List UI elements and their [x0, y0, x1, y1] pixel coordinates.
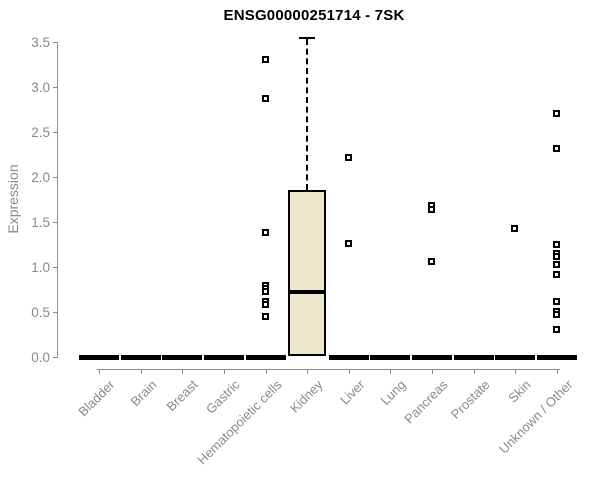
x-tick-mark — [432, 369, 433, 374]
y-tick-mark — [53, 87, 58, 88]
flat-bar-hematopoietic-cells — [246, 355, 286, 360]
x-tick-mark — [307, 369, 308, 374]
outlier-point — [553, 110, 560, 117]
y-tick-label: 3.0 — [31, 80, 50, 95]
y-tick-mark — [53, 357, 58, 358]
y-tick-mark — [53, 222, 58, 223]
outlier-point — [345, 154, 352, 161]
y-tick-label: 2.5 — [31, 125, 50, 140]
outlier-point — [345, 240, 352, 247]
outlier-point — [262, 288, 269, 295]
outlier-point — [262, 301, 269, 308]
flat-bar-skin — [495, 355, 535, 360]
y-tick-mark — [53, 312, 58, 313]
y-tick-label: 1.5 — [31, 215, 50, 230]
flat-bar-unknown-other — [537, 355, 577, 360]
y-tick-mark — [53, 267, 58, 268]
outlier-point — [553, 326, 560, 333]
outlier-point — [262, 95, 269, 102]
flat-bar-brain — [121, 355, 161, 360]
flat-bar-bladder — [79, 355, 119, 360]
flat-bar-lung — [370, 355, 410, 360]
whisker-cap — [299, 37, 315, 39]
outlier-point — [553, 253, 560, 260]
y-tick-label: 3.5 — [31, 35, 50, 50]
chart-title: ENSG00000251714 - 7SK — [223, 7, 405, 24]
x-tick-mark — [224, 369, 225, 374]
y-tick-label: 0.0 — [31, 350, 50, 365]
x-tick-mark — [99, 369, 100, 374]
flat-bar-liver — [329, 355, 369, 360]
y-tick-label: 0.5 — [31, 305, 50, 320]
outlier-point — [553, 261, 560, 268]
outlier-point — [262, 313, 269, 320]
x-tick-mark — [349, 369, 350, 374]
whisker-line — [306, 39, 308, 190]
outlier-point — [511, 225, 518, 232]
y-tick-mark — [53, 132, 58, 133]
x-tick-mark — [474, 369, 475, 374]
outlier-point — [553, 298, 560, 305]
x-tick-mark — [266, 369, 267, 374]
outlier-point — [262, 56, 269, 63]
y-tick-label: 2.0 — [31, 170, 50, 185]
x-tick-mark — [557, 369, 558, 374]
y-tick-label: 1.0 — [31, 260, 50, 275]
y-tick-mark — [53, 177, 58, 178]
x-tick-mark — [515, 369, 516, 374]
median-line — [288, 290, 326, 294]
x-tick-mark — [182, 369, 183, 374]
flat-bar-pancreas — [412, 355, 452, 360]
flat-bar-prostate — [454, 355, 494, 360]
x-axis-line — [97, 369, 560, 370]
box-kidney — [288, 190, 326, 356]
outlier-point — [553, 241, 560, 248]
x-tick-mark — [141, 369, 142, 374]
outlier-point — [262, 229, 269, 236]
y-axis-line — [57, 42, 58, 357]
y-tick-mark — [53, 42, 58, 43]
flat-bar-gastric — [204, 355, 244, 360]
flat-bar-breast — [162, 355, 202, 360]
outlier-point — [428, 258, 435, 265]
outlier-point — [553, 271, 560, 278]
x-tick-mark — [390, 369, 391, 374]
outlier-point — [428, 206, 435, 213]
outlier-point — [553, 145, 560, 152]
outlier-point — [553, 311, 560, 318]
